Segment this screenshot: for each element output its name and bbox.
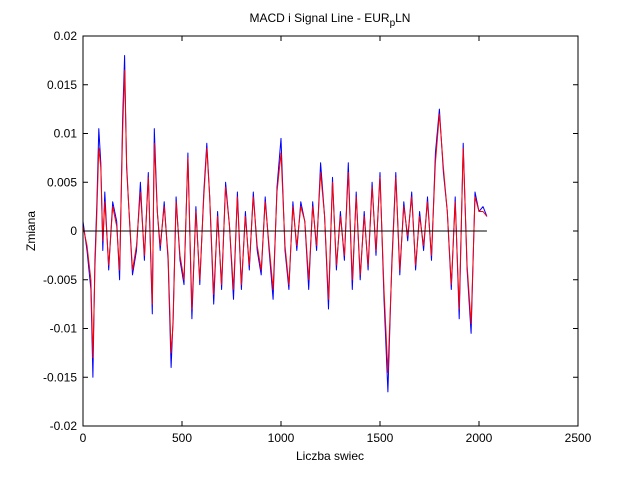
series-group bbox=[82, 55, 488, 393]
chart-title-suffix: LN bbox=[395, 11, 410, 25]
x-axis-label: Liczba swiec bbox=[296, 449, 364, 463]
x-tick-label: 2500 bbox=[565, 431, 592, 445]
y-axis-label: Zmiana bbox=[24, 211, 38, 251]
x-tick-label: 500 bbox=[172, 431, 192, 445]
x-axis-ticks: 0 500 1000 1500 2000 2500 bbox=[80, 36, 592, 445]
y-tick-label: -0.015 bbox=[43, 370, 77, 384]
x-tick-label: 1500 bbox=[367, 431, 394, 445]
y-axis-ticks: -0.02 -0.015 -0.01 -0.005 0 0.005 0.01 0.015 0.0… bbox=[43, 29, 578, 433]
chart-title-subscript: p bbox=[390, 18, 396, 29]
series-line-1 bbox=[82, 69, 488, 373]
y-tick-label: -0.01 bbox=[50, 322, 78, 336]
y-tick-label: -0.02 bbox=[50, 419, 78, 433]
chart-title-main: MACD i Signal Line - EUR bbox=[250, 11, 390, 25]
y-tick-label: 0.02 bbox=[54, 29, 78, 43]
chart-title: MACD i Signal Line - EURpLN bbox=[250, 11, 411, 29]
x-tick-label: 0 bbox=[80, 431, 87, 445]
y-tick-label: 0.005 bbox=[47, 175, 77, 189]
x-tick-label: 1000 bbox=[268, 431, 295, 445]
y-tick-label: 0.01 bbox=[54, 127, 78, 141]
y-tick-label: -0.005 bbox=[43, 273, 77, 287]
x-tick-label: 2000 bbox=[466, 431, 493, 445]
y-tick-label: 0.015 bbox=[47, 78, 77, 92]
y-tick-label: 0 bbox=[70, 224, 77, 238]
